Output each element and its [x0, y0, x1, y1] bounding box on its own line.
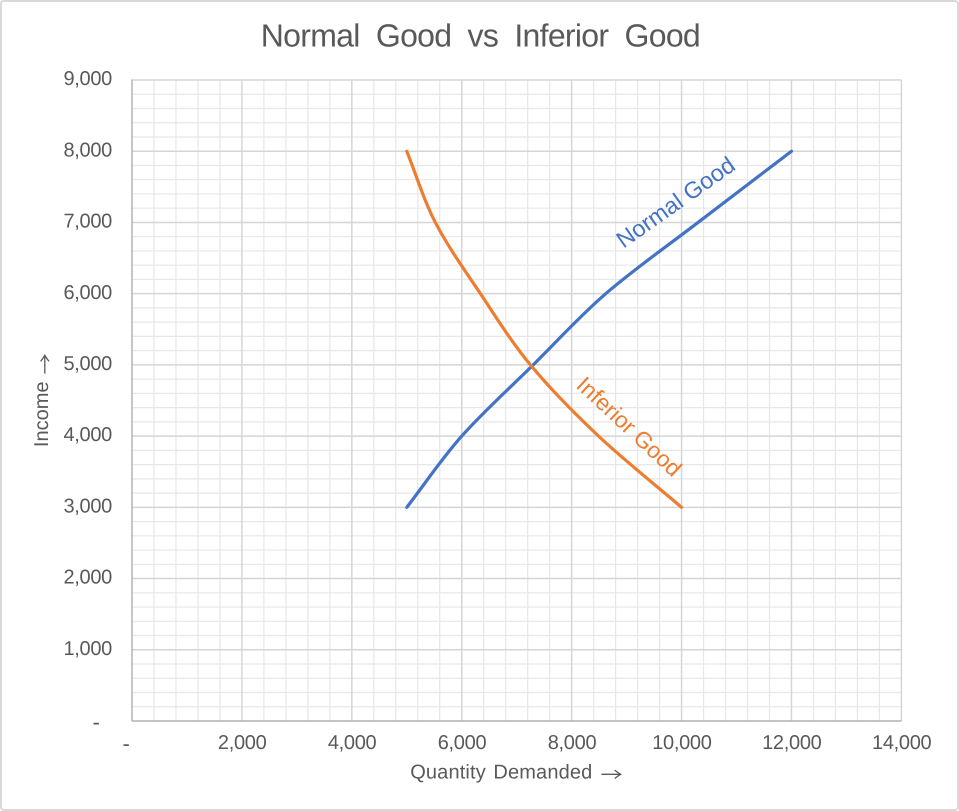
svg-text:10,000: 10,000 [652, 732, 712, 754]
svg-text:6,000: 6,000 [63, 282, 112, 304]
svg-text:8,000: 8,000 [548, 732, 597, 754]
svg-text:3,000: 3,000 [63, 495, 112, 517]
svg-text:1,000: 1,000 [63, 638, 112, 660]
svg-text:14,000: 14,000 [872, 732, 932, 754]
svg-text:-: - [123, 731, 130, 756]
svg-text:Quantity Demanded: Quantity Demanded [410, 762, 592, 784]
svg-text:7,000: 7,000 [63, 211, 112, 233]
svg-text:Income: Income [31, 382, 53, 448]
svg-text:9,000: 9,000 [63, 68, 112, 90]
svg-text:-: - [93, 709, 100, 734]
svg-text:Normal Good vs Inferior Good: Normal Good vs Inferior Good [261, 17, 700, 53]
svg-text:8,000: 8,000 [63, 139, 112, 161]
svg-text:5,000: 5,000 [63, 353, 112, 375]
svg-text:6,000: 6,000 [438, 732, 487, 754]
svg-text:2,000: 2,000 [218, 732, 267, 754]
svg-text:12,000: 12,000 [762, 732, 822, 754]
svg-text:4,000: 4,000 [63, 424, 112, 446]
svg-text:4,000: 4,000 [328, 732, 377, 754]
svg-text:2,000: 2,000 [63, 567, 112, 589]
